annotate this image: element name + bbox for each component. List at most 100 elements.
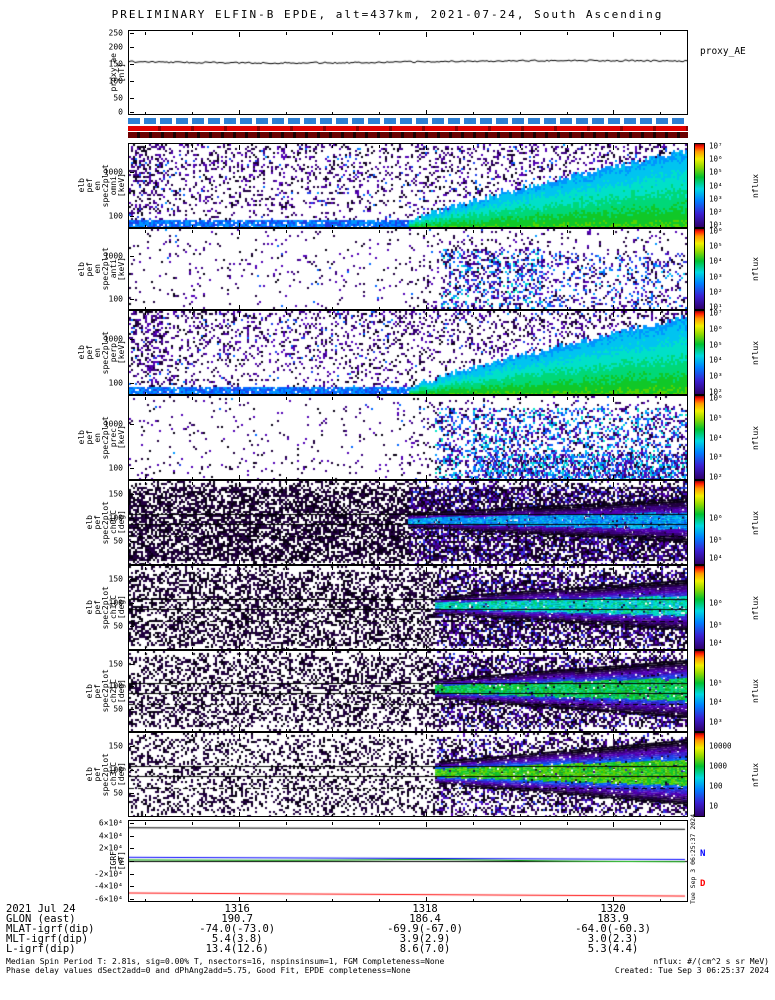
- y-tick-label: 200: [108, 42, 123, 52]
- time-tick: [660, 822, 662, 825]
- time-tick: [566, 477, 568, 479]
- y-tick-mark: [130, 848, 134, 849]
- bottom-row-value: 3.9(2.9): [399, 933, 451, 945]
- bottom-row-value: 186.4: [409, 913, 441, 925]
- pa_ch0lc-canvas: [129, 481, 687, 564]
- time-tick: [613, 305, 615, 309]
- time-tick: [426, 812, 427, 816]
- time-tick: [566, 734, 568, 737]
- ylabel-igrf: IGRF [nT]: [70, 820, 126, 902]
- colorbar-title: nflux: [751, 510, 760, 535]
- y-tick-label: 4×10⁴: [98, 831, 123, 841]
- time-tick: [285, 647, 287, 649]
- time-tick: [191, 225, 193, 227]
- time-tick: [238, 230, 240, 235]
- y-tick-mark: [130, 899, 134, 900]
- y-tick-mark: [130, 709, 134, 710]
- time-tick: [613, 812, 615, 816]
- time-tick: [613, 390, 615, 394]
- time-tick: [285, 482, 287, 485]
- time-tick: [519, 567, 521, 570]
- y-tick-mark: [130, 861, 134, 862]
- colorbar-tick-label: 10⁴: [709, 638, 723, 648]
- time-tick: [613, 727, 615, 731]
- colorbar-tick-label: 10³: [709, 272, 723, 282]
- time-tick: [660, 397, 662, 400]
- created-timestamp-label: Created: Tue Sep 3 06:25:37 2024: [614, 966, 769, 975]
- time-tick: [426, 567, 427, 572]
- time-tick: [238, 145, 240, 150]
- time-tick: [426, 110, 427, 114]
- ylabel-unit: [deg]: [117, 678, 126, 704]
- y-tick-mark: [130, 746, 134, 747]
- time-tick: [332, 652, 334, 655]
- time-tick: [566, 230, 568, 233]
- bottom-row-label: GLON (east): [6, 913, 76, 925]
- y-tick-label: 100: [108, 378, 123, 388]
- time-tick: [566, 32, 568, 35]
- time-tick: [426, 390, 427, 394]
- time-tick: [613, 482, 615, 487]
- y-tick-label: 150: [108, 741, 123, 751]
- time-tick: [379, 647, 381, 649]
- time-tick: [566, 112, 568, 114]
- time-tick: [472, 567, 474, 570]
- time-tick: [238, 110, 240, 114]
- time-tick: [613, 822, 615, 827]
- time-tick: [519, 482, 521, 485]
- pa_ch3lc-canvas: [129, 733, 687, 816]
- ylabel-pa_ch3lc: elb pef spec2plot ch3LC [deg]: [70, 732, 126, 817]
- y-tick-label: 0: [118, 107, 123, 117]
- time-tick: [191, 562, 193, 564]
- time-tick: [660, 647, 662, 649]
- time-tick: [660, 312, 662, 315]
- time-tick: [191, 567, 193, 570]
- panel-pa_ch0lc: [128, 480, 688, 565]
- time-tick: [285, 112, 287, 114]
- y-tick-label: 100: [108, 211, 123, 221]
- time-tick: [472, 729, 474, 731]
- y-tick-label: 150: [108, 574, 123, 584]
- panel-en_omni: [128, 143, 688, 228]
- time-tick: [238, 645, 240, 649]
- time-tick: [613, 560, 615, 564]
- time-tick: [379, 567, 381, 570]
- time-tick: [472, 822, 474, 825]
- y-tick-label: 100: [108, 765, 123, 775]
- time-tick: [191, 477, 193, 479]
- en_omni-canvas: [129, 144, 687, 227]
- time-tick: [426, 897, 427, 901]
- time-tick: [238, 475, 240, 479]
- time-tick: [660, 112, 662, 114]
- time-tick: [332, 647, 334, 649]
- time-tick: [426, 475, 427, 479]
- colorbar-tick-label: 10⁶: [709, 154, 723, 164]
- time-tick: [519, 230, 521, 233]
- time-tick: [191, 397, 193, 400]
- time-tick: [145, 477, 146, 479]
- y-tick-mark: [130, 47, 134, 48]
- time-tick: [660, 482, 662, 485]
- panel-en_perp: [128, 310, 688, 395]
- bottom-row-value: 5.4(3.8): [211, 933, 263, 945]
- colorbar-tick-label: 10³: [709, 452, 723, 462]
- ylabel-en_perp: elb pef en spec2plot perp [keV]: [70, 310, 126, 395]
- time-tick: [332, 729, 334, 731]
- time-tick: [566, 562, 568, 564]
- colorbar-title: nflux: [751, 425, 760, 450]
- time-tick: [145, 652, 146, 655]
- colorbar-tick-label: 10⁴: [709, 697, 723, 707]
- colorbar-tick-label: 10⁴: [709, 433, 723, 442]
- time-tick: [379, 814, 381, 816]
- time-tick: [145, 482, 146, 485]
- colorbar-title: nflux: [751, 595, 760, 620]
- ylabel-unit: [keV]: [117, 173, 126, 198]
- colorbar-tick-label: 10⁵: [709, 620, 723, 629]
- time-tick: [566, 225, 568, 227]
- y-tick-label: 100: [108, 463, 123, 473]
- time-tick: [332, 482, 334, 485]
- colorbar-tick-label: 10⁶: [709, 226, 723, 236]
- y-tick-label: 150: [108, 59, 123, 69]
- proxy_ae-canvas: [129, 31, 687, 114]
- time-tick: [566, 814, 568, 816]
